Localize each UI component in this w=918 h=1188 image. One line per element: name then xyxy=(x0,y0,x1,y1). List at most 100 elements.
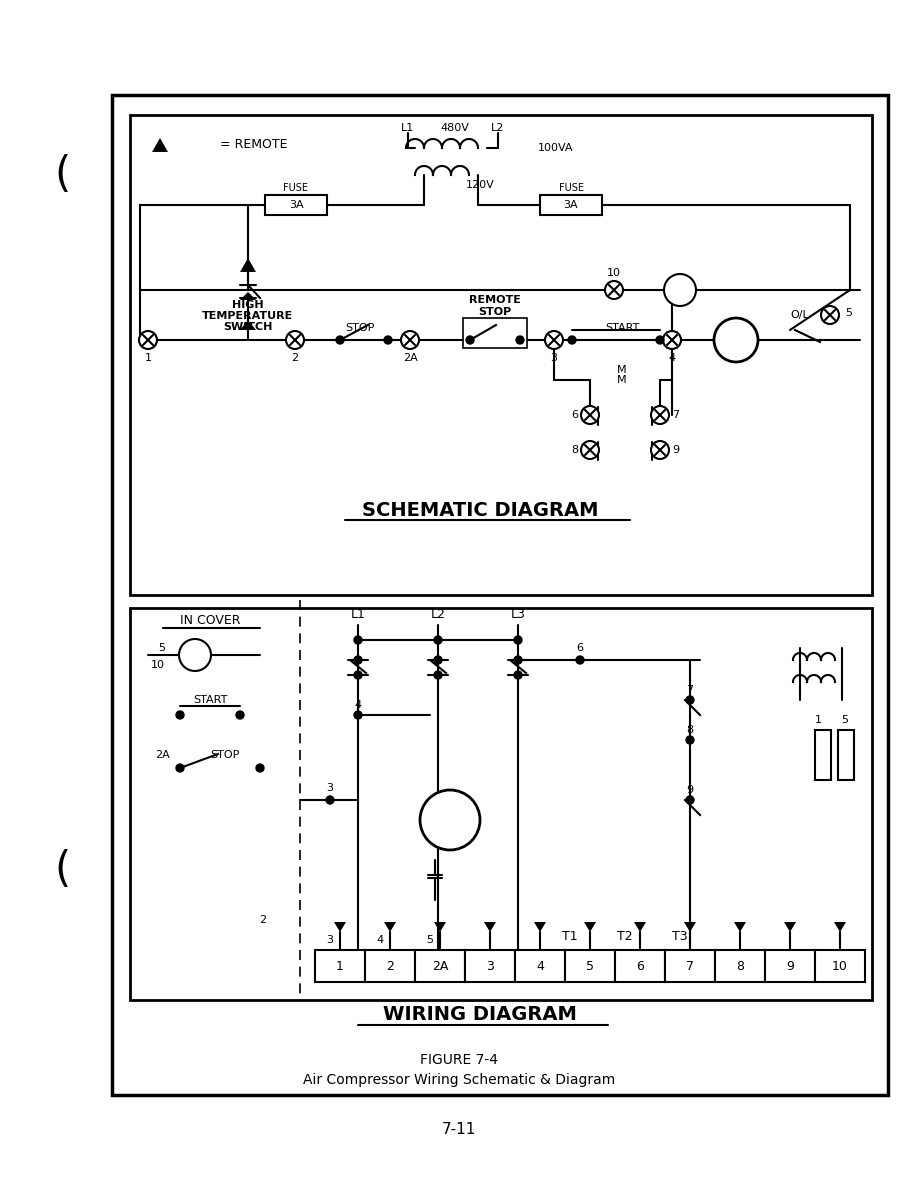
Text: FUSE: FUSE xyxy=(284,183,308,192)
Text: 100VA: 100VA xyxy=(538,143,574,153)
Text: 3: 3 xyxy=(327,935,333,944)
Bar xyxy=(838,729,854,781)
Circle shape xyxy=(651,406,669,424)
Bar xyxy=(265,195,327,215)
Text: L3: L3 xyxy=(510,608,525,621)
Text: IN COVER: IN COVER xyxy=(180,613,241,626)
Circle shape xyxy=(516,336,524,345)
Circle shape xyxy=(821,307,839,324)
Circle shape xyxy=(686,796,694,804)
Text: 10: 10 xyxy=(607,268,621,278)
Text: HIGH: HIGH xyxy=(232,301,263,310)
Circle shape xyxy=(514,671,522,680)
Text: = REMOTE: = REMOTE xyxy=(220,139,287,152)
Text: 5: 5 xyxy=(427,935,433,944)
Text: 2A: 2A xyxy=(431,960,448,973)
Text: R: R xyxy=(675,284,685,297)
Polygon shape xyxy=(684,922,696,933)
Text: T1: T1 xyxy=(562,929,577,942)
Circle shape xyxy=(354,710,362,719)
Text: WIRING DIAGRAM: WIRING DIAGRAM xyxy=(383,1005,577,1024)
Circle shape xyxy=(514,636,522,644)
Text: 6: 6 xyxy=(571,410,578,421)
Text: 4: 4 xyxy=(536,960,544,973)
Circle shape xyxy=(663,331,681,349)
Circle shape xyxy=(179,639,211,671)
Circle shape xyxy=(354,656,362,664)
Text: 8: 8 xyxy=(687,725,694,735)
Text: 9: 9 xyxy=(687,785,694,795)
Text: START: START xyxy=(193,695,227,704)
Text: (: ( xyxy=(54,154,70,196)
Circle shape xyxy=(236,710,244,719)
Circle shape xyxy=(514,656,522,664)
Text: 1: 1 xyxy=(144,353,151,364)
Text: 120V: 120V xyxy=(465,181,495,190)
Text: SWITCH: SWITCH xyxy=(223,322,273,331)
Text: 4: 4 xyxy=(354,700,362,710)
Text: 8: 8 xyxy=(571,446,578,455)
Bar xyxy=(615,950,665,982)
Circle shape xyxy=(139,331,157,349)
Text: 3: 3 xyxy=(486,960,494,973)
Text: Air Compressor Wiring Schematic & Diagram: Air Compressor Wiring Schematic & Diagra… xyxy=(303,1073,615,1087)
Polygon shape xyxy=(334,922,346,933)
Circle shape xyxy=(336,336,344,345)
Text: 4: 4 xyxy=(376,935,384,944)
Circle shape xyxy=(401,331,419,349)
Circle shape xyxy=(714,318,758,362)
Bar xyxy=(130,115,872,595)
Polygon shape xyxy=(534,922,546,933)
Text: 3: 3 xyxy=(551,353,557,364)
Polygon shape xyxy=(834,922,846,933)
Text: 10: 10 xyxy=(832,960,848,973)
Bar xyxy=(815,729,831,781)
Text: L1: L1 xyxy=(351,608,365,621)
Bar xyxy=(815,950,865,982)
Circle shape xyxy=(466,336,474,345)
Polygon shape xyxy=(634,922,646,933)
Bar xyxy=(365,950,415,982)
Text: 6: 6 xyxy=(636,960,644,973)
Text: M: M xyxy=(441,811,459,829)
Circle shape xyxy=(420,790,480,849)
Text: STOP: STOP xyxy=(210,750,240,760)
Bar xyxy=(130,608,872,1000)
Circle shape xyxy=(664,274,696,307)
Polygon shape xyxy=(584,922,596,933)
Text: (: ( xyxy=(54,849,70,891)
Circle shape xyxy=(354,671,362,680)
Circle shape xyxy=(434,636,442,644)
Text: 2: 2 xyxy=(291,353,298,364)
Bar xyxy=(665,950,715,982)
Text: STOP: STOP xyxy=(345,323,375,333)
Circle shape xyxy=(656,336,664,345)
Text: 5: 5 xyxy=(842,715,848,725)
Bar xyxy=(515,950,565,982)
Text: M: M xyxy=(729,333,744,348)
Text: 9: 9 xyxy=(786,960,794,973)
Circle shape xyxy=(326,796,334,804)
Circle shape xyxy=(568,336,576,345)
Text: M: M xyxy=(617,365,627,375)
Text: T2: T2 xyxy=(617,929,633,942)
Text: 2: 2 xyxy=(260,915,266,925)
Text: 7-11: 7-11 xyxy=(442,1123,476,1137)
Text: SCHEMATIC DIAGRAM: SCHEMATIC DIAGRAM xyxy=(362,500,599,519)
Text: 7: 7 xyxy=(686,960,694,973)
Text: 7: 7 xyxy=(672,410,679,421)
Text: 5: 5 xyxy=(845,308,852,318)
Circle shape xyxy=(651,441,669,459)
Circle shape xyxy=(581,406,599,424)
Text: 2A: 2A xyxy=(156,750,171,760)
Circle shape xyxy=(434,656,442,664)
Polygon shape xyxy=(240,320,256,330)
Polygon shape xyxy=(240,258,256,272)
Circle shape xyxy=(176,764,184,772)
Text: 5: 5 xyxy=(158,643,165,653)
Circle shape xyxy=(686,696,694,704)
Bar xyxy=(565,950,615,982)
Text: 8: 8 xyxy=(736,960,744,973)
Circle shape xyxy=(354,636,362,644)
Circle shape xyxy=(581,441,599,459)
